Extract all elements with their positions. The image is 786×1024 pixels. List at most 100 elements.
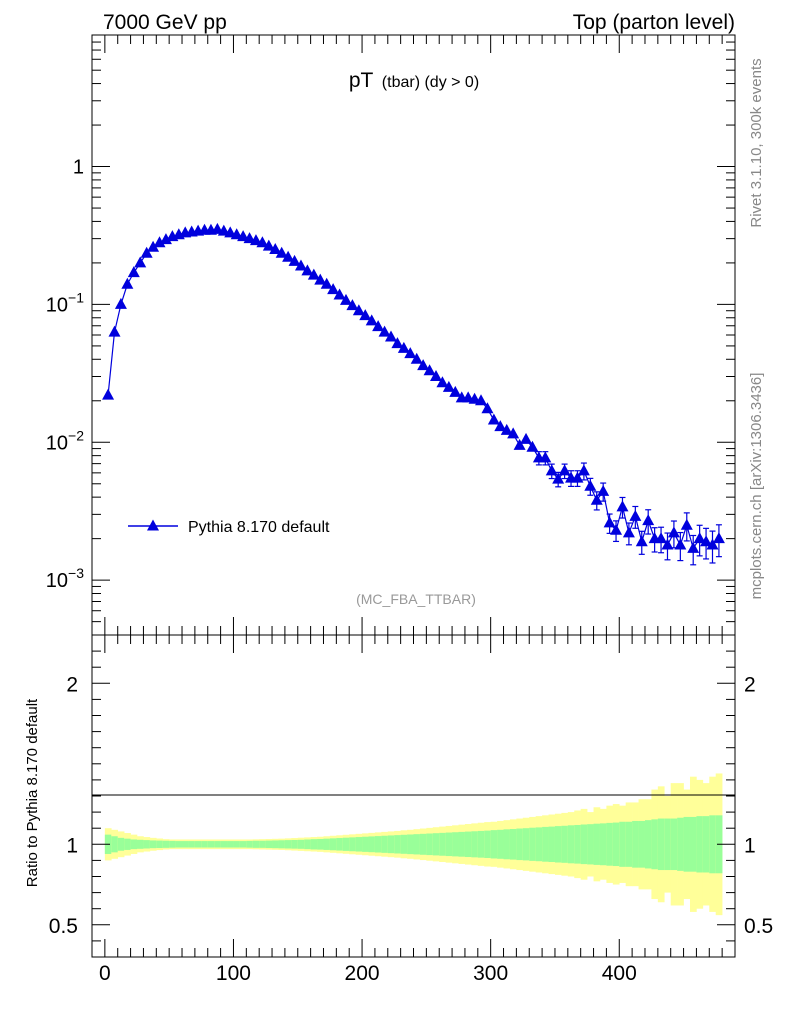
ratio-band-inner	[233, 841, 241, 848]
data-point-triangle	[700, 535, 713, 547]
analysis-watermark: (MC_FBA_TTBAR)	[356, 591, 476, 607]
ratio-band-inner	[362, 836, 369, 852]
ratio-band-inner	[599, 823, 607, 866]
data-point-triangle	[687, 541, 700, 553]
ratio-band-inner	[445, 832, 453, 857]
ratio-band-inner	[606, 822, 614, 866]
series-line	[107, 228, 720, 550]
plot-title: pT (tbar) (dy > 0)	[349, 69, 479, 92]
ratio-y-tick-label-right: 0.5	[744, 915, 773, 938]
data-point-triangle	[597, 484, 610, 496]
data-point-triangle	[352, 304, 365, 316]
ratio-band-inner	[214, 841, 221, 848]
ratio-band-inner	[278, 840, 286, 849]
y-tick-label: 10−1	[46, 289, 84, 316]
ratio-band-inner	[374, 836, 382, 853]
ratio-band-inner	[574, 824, 581, 864]
ratio-x-tick-labels: 0 100 200 300 400	[99, 962, 637, 985]
ratio-band-inner	[619, 821, 626, 867]
ratio-band-inner	[329, 838, 337, 851]
ratio-band-inner	[439, 832, 446, 856]
data-point-triangle	[346, 299, 359, 311]
ratio-band-inner	[702, 816, 710, 873]
ratio-band-inner	[297, 839, 305, 849]
main-axis-ticks	[91, 34, 735, 636]
ratio-band-inner	[452, 832, 459, 857]
data-point-triangle	[282, 250, 295, 262]
ratio-band-inner	[111, 836, 119, 853]
legend-marker-triangle	[147, 519, 159, 531]
ratio-band-inner	[612, 822, 620, 867]
ratio-band-inner	[632, 820, 639, 868]
data-point-triangle	[365, 314, 378, 326]
data-point-triangle	[449, 385, 462, 397]
x-tick-label: 200	[345, 962, 380, 985]
ratio-band-inner	[651, 819, 659, 870]
ratio-band-inner	[342, 837, 350, 851]
ratio-axis-ticks	[91, 634, 735, 958]
ratio-band-inner	[567, 825, 575, 864]
ratio-band-inner	[426, 833, 434, 856]
data-point-triangle	[243, 232, 256, 244]
data-point-triangle	[417, 359, 430, 371]
data-point-triangle	[629, 509, 642, 521]
ratio-band-inner	[336, 838, 344, 851]
data-point-triangle	[314, 273, 327, 285]
ratio-band-inner	[561, 825, 569, 863]
y-tick-label-exponent: −1	[68, 289, 84, 305]
ratio-band-inner	[143, 840, 151, 849]
ratio-band-inner	[400, 834, 408, 854]
ratio-band-inner	[124, 838, 131, 850]
ratio-band-inner	[188, 841, 196, 848]
y-tick-label: 10−3	[46, 565, 84, 592]
plot-title-sub: (tbar) (dy > 0)	[382, 74, 479, 91]
data-point-triangle	[539, 451, 552, 463]
ratio-band-inner	[625, 821, 633, 867]
data-point-triangle	[706, 538, 719, 550]
data-point-triangle	[423, 364, 436, 376]
ratio-y-tick-label-right: 2	[744, 673, 756, 696]
data-point-triangle	[256, 236, 269, 248]
ratio-band-inner	[291, 839, 299, 849]
y-tick-label-base: 10	[46, 432, 68, 454]
plot-title-main: pT	[349, 69, 374, 92]
data-point-triangle	[442, 380, 455, 392]
data-point-triangle	[584, 479, 597, 491]
ratio-band-inner	[535, 827, 543, 862]
ratio-band-inner	[252, 840, 260, 848]
ratio-band-inner	[413, 834, 421, 855]
data-point-triangle	[494, 420, 507, 432]
ratio-band-inner	[490, 830, 498, 859]
y-tick-label: 1	[73, 157, 84, 179]
data-point-triangle	[378, 325, 391, 337]
ratio-band-inner	[323, 838, 331, 850]
ratio-band-inner	[387, 835, 395, 854]
ratio-band-inner	[548, 826, 556, 863]
data-point-triangle	[159, 233, 172, 245]
x-tick-label: 300	[473, 962, 508, 985]
data-point-triangle	[526, 440, 539, 452]
data-point-triangle	[680, 518, 693, 530]
data-point-triangle	[642, 514, 655, 526]
data-point-triangle	[610, 523, 623, 535]
data-point-triangle	[590, 493, 603, 505]
data-point-triangle	[436, 376, 449, 388]
ratio-band-inner	[137, 839, 144, 849]
data-point-triangle	[487, 413, 500, 425]
data-point-triangle	[430, 370, 443, 382]
ratio-band-inner	[207, 841, 215, 848]
ratio-band-inner	[156, 840, 164, 849]
data-point-triangle	[294, 259, 307, 271]
data-point-triangle	[320, 277, 333, 289]
data-point-triangle	[410, 352, 423, 364]
ratio-band-inner	[310, 839, 318, 850]
ratio-bands	[104, 773, 723, 916]
ratio-band-inner	[432, 833, 440, 856]
data-point-triangle	[249, 234, 262, 246]
ratio-band-inner	[117, 837, 125, 851]
ratio-band-inner	[554, 826, 562, 863]
data-point-triangle	[397, 341, 410, 353]
ratio-band-inner	[407, 834, 414, 855]
ratio-y-tick-label: 1	[66, 834, 78, 857]
